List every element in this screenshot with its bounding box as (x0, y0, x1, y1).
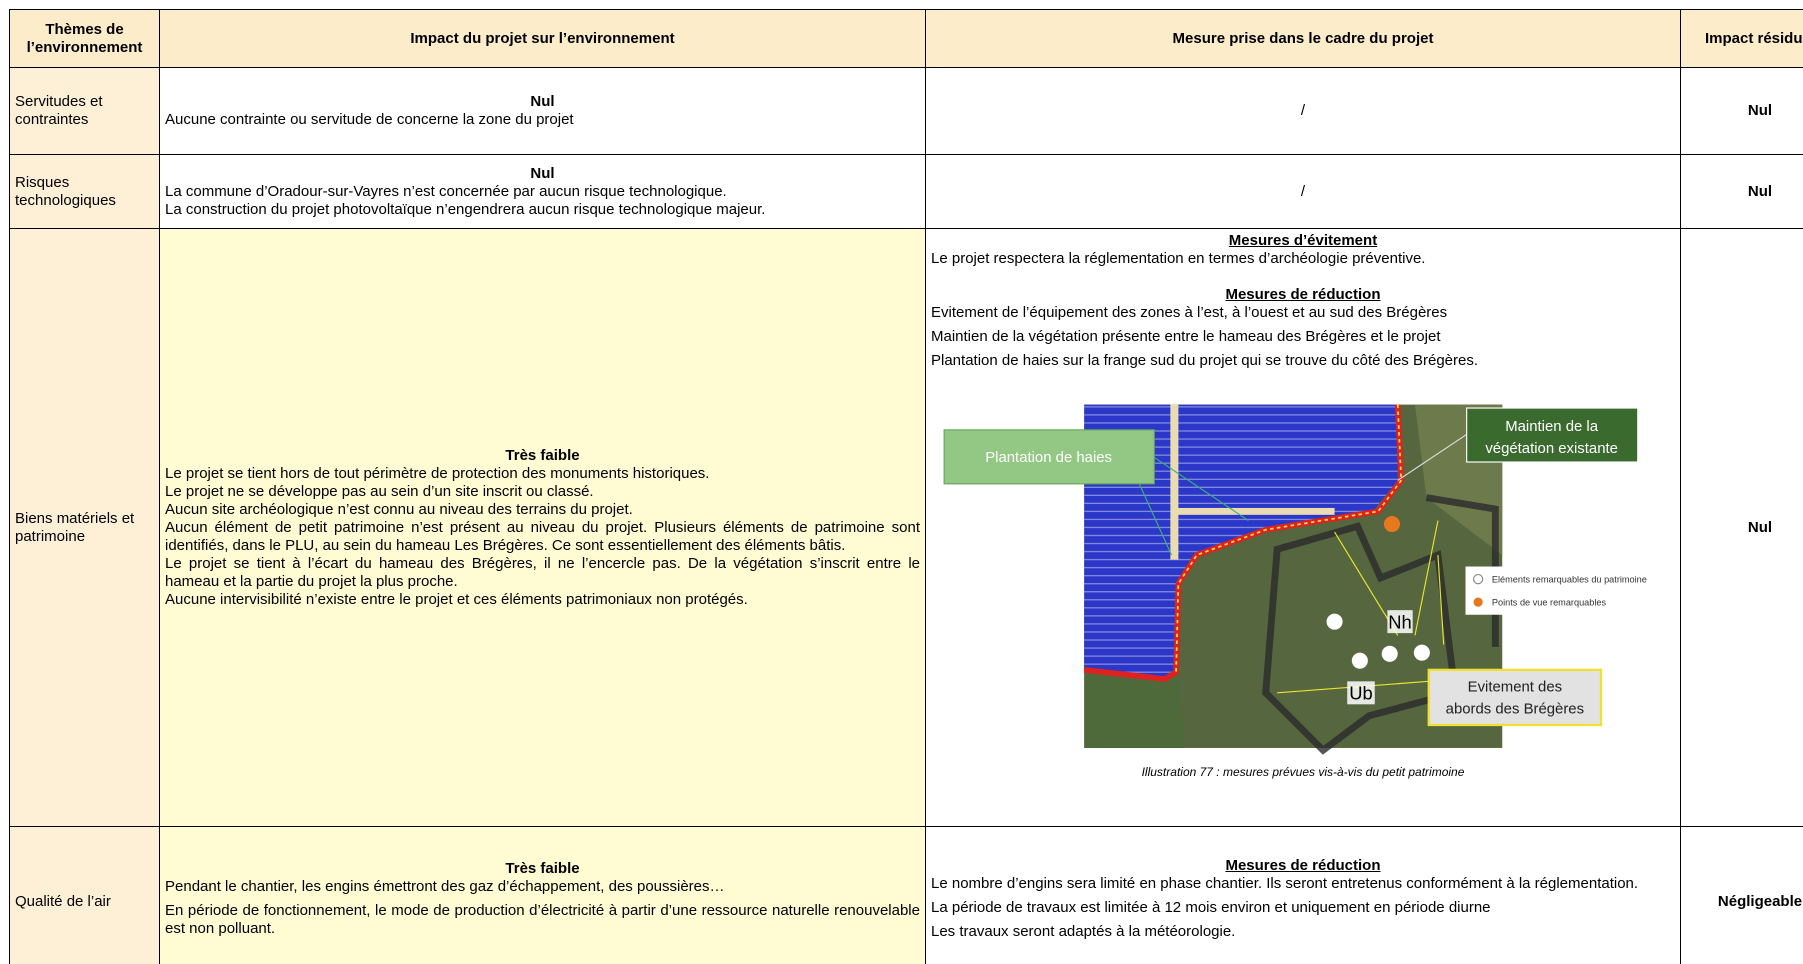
impact-text: Le projet ne se développe pas au sein d’… (165, 482, 594, 500)
measure-text: / (1300, 102, 1306, 119)
zone-label-box (1347, 681, 1375, 705)
impact-cell: Nul Aucune contrainte ou servitude de con… (159, 67, 926, 155)
leader (1397, 433, 1467, 481)
impact-cell: Très faible Pendant le chantier, les engi… (159, 826, 926, 964)
measure-text: Plantation de haies sur la frange sud du… (931, 352, 1479, 369)
impact-text: Le projet se tient hors de tout périmètr… (165, 464, 710, 482)
measure-section: Mesures de réduction Le nombre d’engins s… (931, 857, 1675, 941)
header-cell: Thèmes de l’environnement (9, 9, 160, 68)
road (1170, 404, 1179, 560)
section-heading: Mesures d’évitement (1228, 232, 1378, 249)
legend-symbol (1472, 573, 1484, 585)
residual-cell: Nul (1680, 67, 1803, 155)
road (1173, 507, 1335, 515)
header-row: Thèmes de l’environnement Impact du proj… (9, 9, 1803, 68)
theme-cell: Servitudes et contraintes (9, 67, 160, 155)
zone-label: Ub (1349, 683, 1372, 704)
measure-text: Le projet respectera la réglementation e… (931, 250, 1426, 267)
theme-cell: Qualité de l’air (9, 826, 160, 964)
callout (1427, 668, 1603, 727)
table-row: Biens matériels et patrimoine Très faible… (9, 228, 1803, 827)
callout-text: végétation existante (1485, 440, 1618, 457)
impact-cell: Nul La commune d’Oradour-sur-Vayres n’est… (159, 154, 926, 229)
impact-text: La construction du projet photovoltaïque… (165, 200, 766, 218)
impact-level: Nul (530, 93, 555, 110)
callout-text: Maintien de la (1505, 418, 1599, 435)
measure-section: Mesures d’évitement Le projet respectera … (931, 232, 1675, 268)
measure-cell: / (925, 154, 1681, 229)
measure-text: Les travaux seront adaptés à la météorol… (931, 922, 1236, 940)
legend-label: Points de vue remarquables (1492, 598, 1607, 608)
heritage-point (1351, 652, 1368, 669)
leader (1334, 531, 1399, 636)
measure-section: Mesures de réduction Evitement de l’équip… (931, 286, 1675, 370)
measure-text: Le nombre d’engins sera limité en phase … (931, 874, 1639, 892)
impact-level: Très faible (505, 446, 580, 464)
hedge-line (1175, 404, 1403, 673)
measure-cell: Mesures de réduction Le nombre d’engins s… (925, 826, 1681, 964)
theme-cell: Biens matériels et patrimoine (9, 228, 160, 827)
impact-text: En période de fonctionnement, le mode de… (165, 901, 920, 937)
figure: Nh Ub Eléments remarquables du patrimoine P… (931, 400, 1675, 781)
heritage-point (1413, 644, 1430, 661)
callout-text: abords des Brégères (1446, 701, 1584, 718)
theme-cell: Risques technologiques (9, 154, 160, 229)
measure-text: / (1300, 182, 1306, 200)
map-illustration: Nh Ub Eléments remarquables du patrimoine P… (943, 404, 1670, 755)
impact-text: Le projet se tient à l’écart du hameau d… (165, 554, 920, 590)
residual-cell: Nul (1680, 228, 1803, 827)
callout-text: Evitement des (1468, 679, 1562, 696)
measure-text: Maintien de la végétation présente entre… (931, 328, 1441, 345)
measure-text: La période de travaux est limitée à 12 m… (931, 898, 1491, 916)
measure-text: Evitement de l’équipement des zones à l’… (931, 304, 1448, 321)
callout (943, 429, 1155, 485)
impact-text: Aucun élément de petit patrimoine n’est … (165, 518, 920, 554)
impact-text: Aucune intervisibilité n’existe entre le… (165, 590, 748, 608)
callout-text: Plantation de haies (985, 449, 1112, 466)
leader (1437, 554, 1445, 645)
measure-cell: Mesures d’évitement Le projet respectera … (925, 228, 1681, 827)
residual-cell: Négligeable (1680, 826, 1803, 964)
solar-panels (1084, 404, 1398, 680)
impact-table: Thèmes de l’environnement Impact du proj… (9, 9, 1803, 964)
zone-label-box (1387, 610, 1413, 634)
impact-level: Nul (530, 164, 555, 182)
section-heading: Mesures de réduction (1225, 286, 1381, 303)
impact-text: Pendant le chantier, les engins émettron… (165, 877, 725, 895)
impact-text: Aucun site archéologique n’est connu au … (165, 500, 633, 518)
leader (1138, 483, 1173, 556)
heritage-point (1381, 645, 1398, 662)
zone-label: Nh (1388, 612, 1411, 633)
impact-cell: Très faible Le projet se tient hors de to… (159, 228, 926, 827)
leader (1153, 456, 1249, 522)
legend-box (1465, 566, 1670, 615)
header-cell: Mesure prise dans le cadre du projet (925, 9, 1681, 68)
figure-caption: Illustration 77 : mesures prévues vis-à-… (1141, 765, 1465, 779)
document: Thèmes de l’environnement Impact du proj… (9, 9, 1803, 964)
table-row: Servitudes et contraintes Nul Aucune contr… (9, 67, 1803, 155)
callout (1466, 407, 1639, 463)
section-heading: Mesures de réduction (1225, 856, 1381, 874)
viewpoint (1383, 515, 1401, 533)
table-row: Qualité de l’air Très faible Pendant le ch… (9, 826, 1803, 964)
legend-symbol (1473, 597, 1483, 607)
leader (1414, 520, 1439, 636)
residual-cell: Nul (1680, 154, 1803, 229)
heritage-point (1326, 613, 1343, 630)
boundary (1083, 404, 1405, 683)
header-cell: Impact du projet sur l’environnement (159, 9, 926, 68)
measure-cell: / (925, 67, 1681, 155)
table-row: Risques technologiques Nul La commune d’Or… (9, 154, 1803, 229)
impact-text: Aucune contrainte ou servitude de concer… (165, 111, 574, 128)
impact-level: Très faible (505, 859, 580, 877)
legend-label: Eléments remarquables du patrimoine (1492, 575, 1647, 585)
header-cell: Impact résiduel (1680, 9, 1803, 68)
impact-text: La commune d’Oradour-sur-Vayres n’est co… (165, 182, 727, 200)
